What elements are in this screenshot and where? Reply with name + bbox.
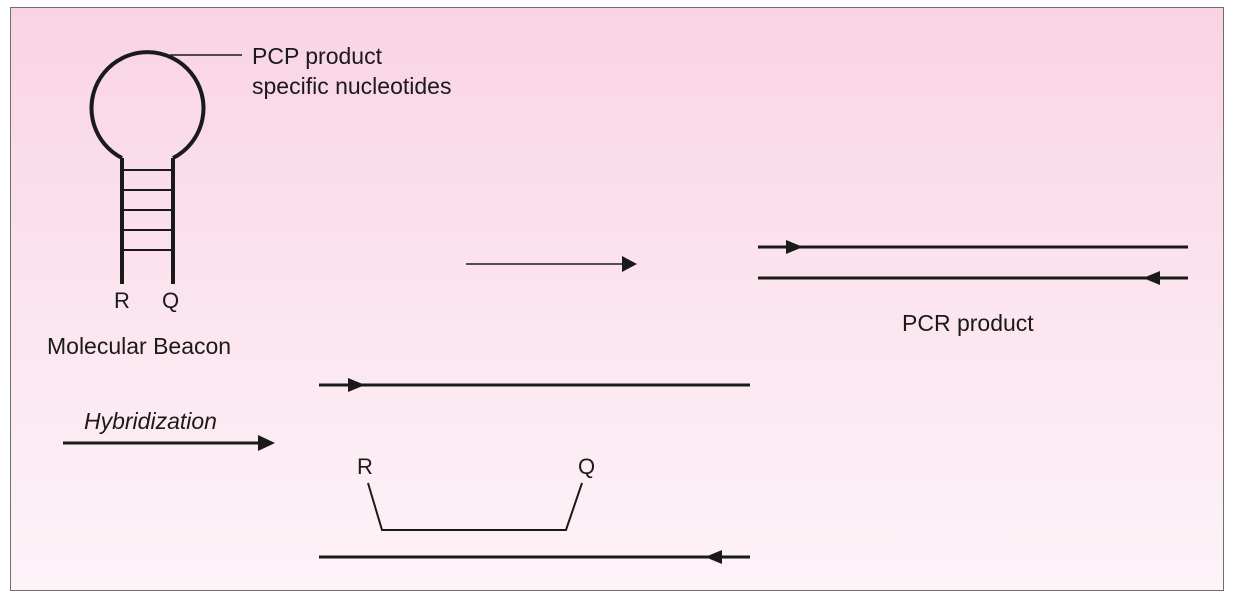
mix-arrow-head bbox=[622, 256, 637, 272]
loop-label-line1: PCP product bbox=[252, 43, 383, 69]
pcr-caption: PCR product bbox=[902, 310, 1034, 336]
opened-beacon-probe bbox=[367, 482, 583, 531]
hybridized-product bbox=[319, 378, 750, 564]
hybridization-arrow-head bbox=[258, 435, 275, 451]
beacon-caption: Molecular Beacon bbox=[47, 333, 231, 359]
beacon-loop bbox=[89, 50, 206, 160]
beacon-base-pairs bbox=[122, 169, 173, 251]
pcr-strand-bottom-arrow bbox=[1143, 271, 1160, 285]
hybrid-strand-top-arrow bbox=[348, 378, 365, 392]
hybridization-arrow bbox=[63, 435, 275, 451]
beacon-quencher-label: Q bbox=[162, 288, 179, 313]
diagram-frame bbox=[10, 7, 1224, 591]
molecular-beacon bbox=[89, 50, 242, 284]
loop-label-line2: specific nucleotides bbox=[252, 73, 451, 99]
pcr-product bbox=[758, 240, 1188, 285]
hybrid-strand-bottom-arrow bbox=[705, 550, 722, 564]
pcr-strand-top-arrow bbox=[786, 240, 803, 254]
hybrid-reporter-label: R bbox=[357, 454, 373, 479]
mix-arrow bbox=[466, 256, 637, 272]
hybrid-quencher-label: Q bbox=[578, 454, 595, 479]
beacon-reporter-label: R bbox=[114, 288, 130, 313]
hybridization-label: Hybridization bbox=[84, 408, 217, 434]
